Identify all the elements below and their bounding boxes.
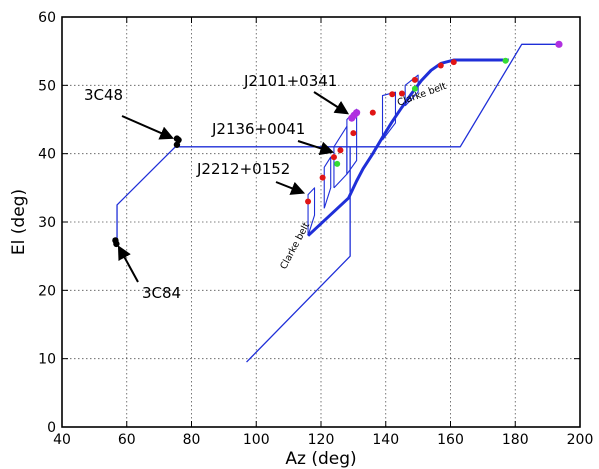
red-point [337, 147, 344, 154]
annotation-label: J2101+0341 [243, 72, 337, 90]
x-axis-label: Az (deg) [285, 449, 356, 469]
y-tick-label: 50 [38, 78, 56, 94]
annotation-arrow [117, 245, 139, 283]
black-point [173, 135, 181, 142]
x-tick-label: 140 [372, 432, 399, 448]
x-tick-label: 100 [243, 432, 270, 448]
x-tick-label: 80 [183, 432, 201, 448]
red-point [369, 109, 376, 116]
red-point [305, 198, 312, 205]
annotation-label: J2212+0152 [196, 160, 290, 178]
green-point [502, 57, 509, 64]
red-point [398, 90, 405, 97]
y-tick-label: 40 [38, 147, 56, 163]
magenta-point [555, 40, 563, 48]
scan-box-line [323, 156, 332, 209]
axis-ticks: 40 60 80 100 120 140 160 180 200 0 10 20 30 40 50 60 [38, 10, 593, 448]
y-tick-label: 30 [38, 215, 56, 231]
red-point [319, 174, 326, 181]
x-tick-label: 200 [567, 432, 594, 448]
scan-box-line [381, 91, 397, 141]
y-tick-label: 0 [47, 420, 56, 436]
annotation-arrow [297, 140, 335, 156]
x-tick-label: 180 [502, 432, 529, 448]
red-point [330, 154, 337, 161]
y-tick-label: 10 [38, 352, 56, 368]
black-point [113, 240, 120, 248]
annotation-arrow [121, 115, 174, 140]
y-tick-label: 60 [38, 10, 56, 26]
annotation-arrow [275, 181, 306, 195]
source-points [112, 40, 563, 248]
x-tick-label: 40 [53, 432, 71, 448]
annotation-label: 3C48 [84, 86, 123, 104]
x-tick-label: 160 [437, 432, 464, 448]
clarke-belt-label: Clarke belt [278, 221, 312, 272]
red-point [350, 130, 357, 137]
telescope-track [116, 43, 561, 363]
annotation-label: 3C84 [142, 284, 181, 302]
x-tick-label: 60 [118, 432, 136, 448]
x-tick-label: 120 [308, 432, 335, 448]
y-axis-label: El (deg) [9, 189, 29, 255]
magenta-point [353, 109, 361, 117]
annotation-label: J2136+0041 [211, 120, 305, 138]
red-point [389, 91, 396, 98]
annotations: 3C48 3C84 J2101+0341 J2136+0041 J2212+0152 Cl… [84, 72, 448, 302]
scan-box-line [307, 187, 316, 236]
annotation-arrow [313, 91, 350, 115]
red-point [411, 76, 418, 83]
red-point [437, 62, 444, 69]
track-3c-sources-line [116, 146, 351, 243]
red-point [450, 59, 457, 66]
clarke-belt-track-line [307, 58, 509, 237]
green-point [411, 85, 418, 92]
scan-box-line [404, 74, 419, 107]
green-point [334, 160, 341, 167]
clarke-belt-label: Clarke belt [396, 81, 448, 109]
track-outline-line [246, 43, 561, 363]
y-tick-label: 20 [38, 283, 56, 299]
